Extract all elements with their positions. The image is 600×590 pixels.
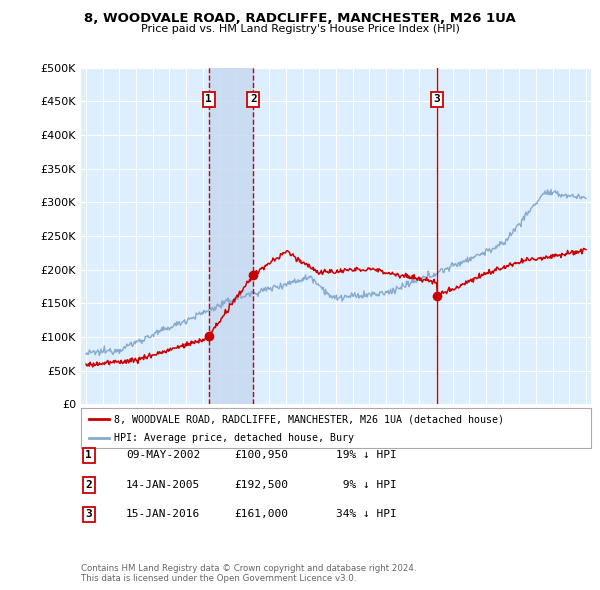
Text: £192,500: £192,500 — [234, 480, 288, 490]
Bar — [209, 68, 253, 404]
Text: £100,950: £100,950 — [234, 451, 288, 460]
Text: 34% ↓ HPI: 34% ↓ HPI — [336, 510, 397, 519]
Text: 14-JAN-2005: 14-JAN-2005 — [126, 480, 200, 490]
Text: 1: 1 — [85, 451, 92, 460]
Text: 2: 2 — [250, 94, 257, 104]
Text: 19% ↓ HPI: 19% ↓ HPI — [336, 451, 397, 460]
Text: £161,000: £161,000 — [234, 510, 288, 519]
Text: HPI: Average price, detached house, Bury: HPI: Average price, detached house, Bury — [114, 434, 354, 443]
Text: 09-MAY-2002: 09-MAY-2002 — [126, 451, 200, 460]
Text: Price paid vs. HM Land Registry's House Price Index (HPI): Price paid vs. HM Land Registry's House … — [140, 24, 460, 34]
Text: 8, WOODVALE ROAD, RADCLIFFE, MANCHESTER, M26 1UA: 8, WOODVALE ROAD, RADCLIFFE, MANCHESTER,… — [84, 12, 516, 25]
Text: 1: 1 — [205, 94, 212, 104]
Text: 15-JAN-2016: 15-JAN-2016 — [126, 510, 200, 519]
Text: 2: 2 — [85, 480, 92, 490]
Text: Contains HM Land Registry data © Crown copyright and database right 2024.
This d: Contains HM Land Registry data © Crown c… — [81, 563, 416, 583]
Text: 3: 3 — [433, 94, 440, 104]
Text: 3: 3 — [85, 510, 92, 519]
Text: 8, WOODVALE ROAD, RADCLIFFE, MANCHESTER, M26 1UA (detached house): 8, WOODVALE ROAD, RADCLIFFE, MANCHESTER,… — [114, 414, 504, 424]
Text: 9% ↓ HPI: 9% ↓ HPI — [336, 480, 397, 490]
